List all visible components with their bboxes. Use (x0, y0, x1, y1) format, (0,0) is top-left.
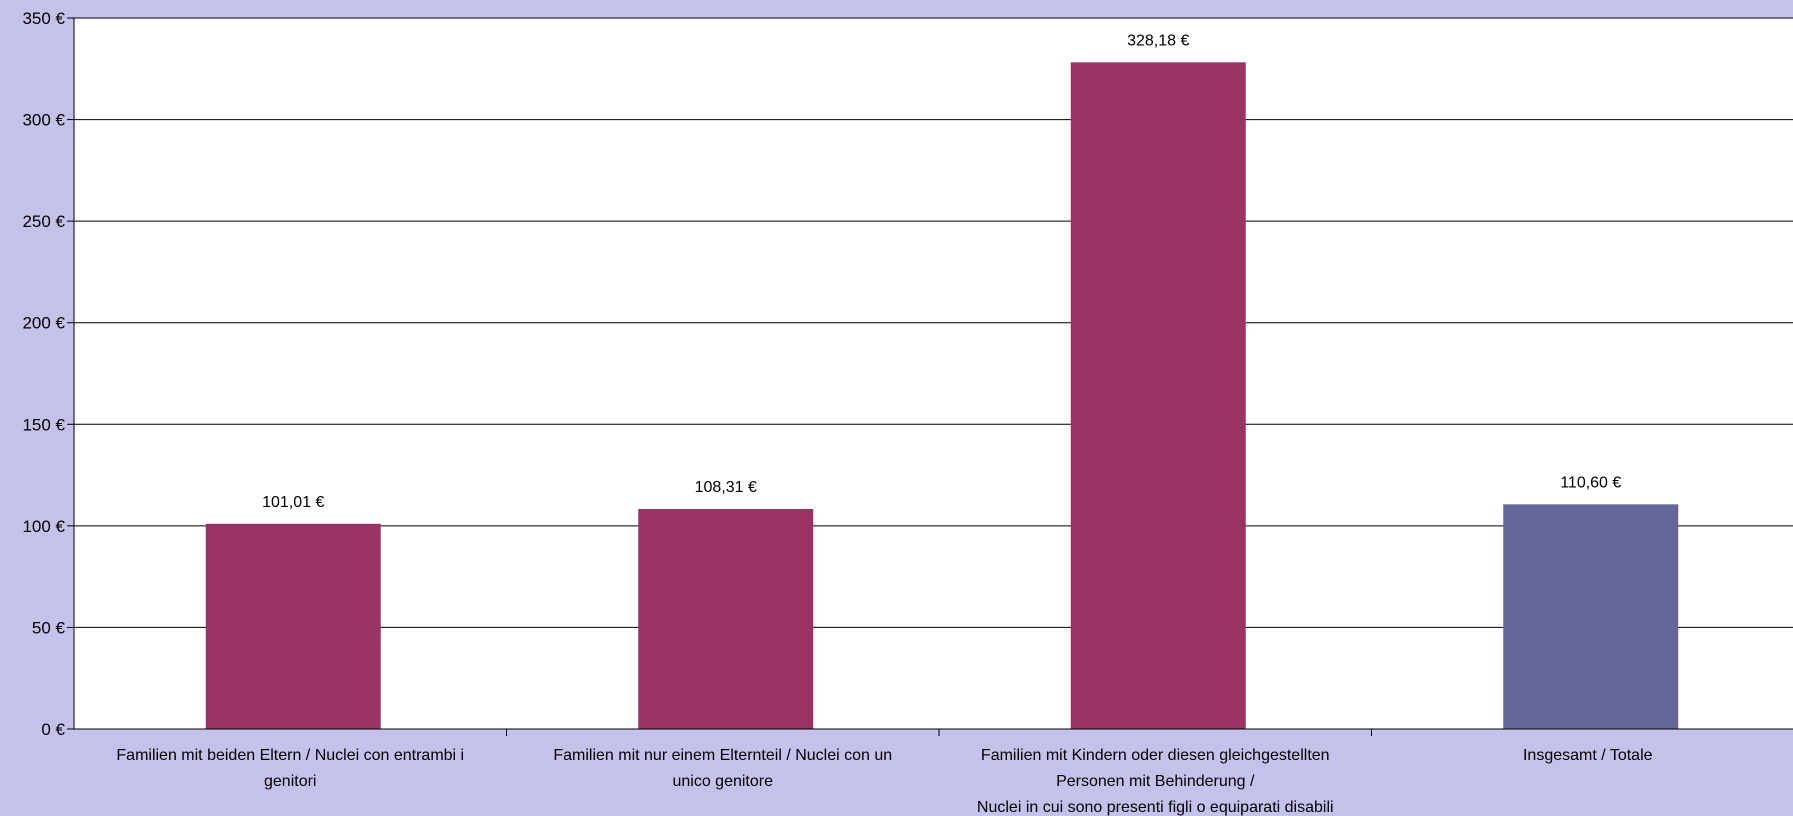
bar-3 (1070, 62, 1246, 730)
bar-4 (1503, 504, 1679, 729)
y-tick-label: 300 € (22, 111, 65, 130)
y-tick-label: 250 € (22, 212, 65, 231)
category-label-line: Familien mit Kindern oder diesen gleichg… (981, 747, 1330, 764)
y-tick-label: 50 € (32, 618, 66, 637)
category-label-2: Familien mit nur einem Elternteil / Nucl… (553, 747, 892, 790)
labels: 0 € 50 € 100 € 150 € 200 € 250 € 300 € 350 € 101… (22, 9, 1652, 816)
y-tick-label: 200 € (22, 314, 65, 333)
category-label-4: Insgesamt / Totale (1523, 747, 1653, 764)
category-label-line: Nuclei in cui sono presenti figli o equi… (977, 799, 1334, 816)
bar-1 (205, 523, 381, 729)
bars (205, 62, 1679, 730)
y-tick-label: 0 € (41, 720, 65, 739)
category-label-line: Familien mit nur einem Elternteil / Nucl… (553, 747, 892, 764)
axes (67, 17, 1793, 736)
category-label-line: Personen mit Behinderung / (1056, 773, 1255, 790)
bar-2 (638, 508, 814, 729)
category-label-1: Familien mit beiden Eltern / Nuclei con … (116, 747, 464, 790)
category-label-3: Familien mit Kindern oder diesen gleichg… (977, 747, 1334, 816)
y-tick-label: 350 € (22, 9, 65, 28)
data-label-1: 101,01 € (262, 494, 324, 511)
data-label-4: 110,60 € (1560, 474, 1621, 491)
data-label-2: 108,31 € (695, 479, 757, 496)
category-label-line: Insgesamt / Totale (1523, 747, 1653, 764)
category-label-line: unico genitore (672, 773, 773, 790)
category-label-line: genitori (264, 773, 316, 790)
category-label-line: Familien mit beiden Eltern / Nuclei con … (116, 747, 464, 764)
y-tick-label: 150 € (22, 415, 65, 434)
y-tick-label: 100 € (22, 517, 65, 536)
data-label-3: 328,18 € (1127, 32, 1189, 49)
